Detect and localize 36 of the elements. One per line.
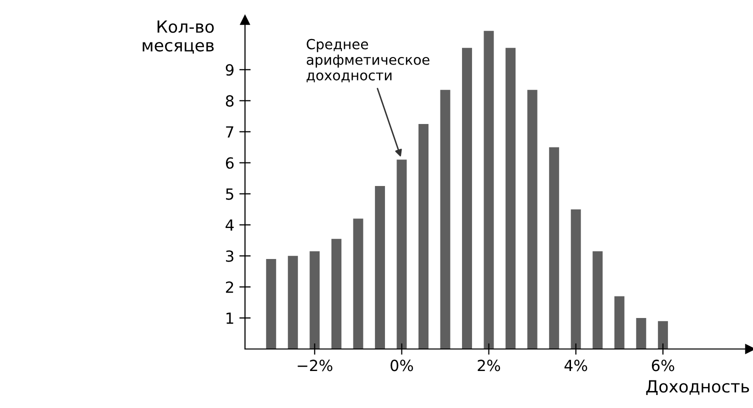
bar bbox=[266, 258, 276, 349]
bar bbox=[658, 321, 668, 349]
bar bbox=[288, 256, 298, 349]
y-tick-label: 9 bbox=[226, 64, 234, 76]
x-tick-label: 4% bbox=[564, 360, 588, 372]
bar bbox=[353, 218, 364, 349]
bar bbox=[570, 209, 581, 349]
bar bbox=[527, 90, 538, 349]
x-tick-label: 0% bbox=[390, 360, 413, 372]
y-axis-title: Кол-во месяцев bbox=[142, 20, 214, 54]
bar bbox=[396, 160, 407, 349]
bar bbox=[484, 30, 494, 349]
bar bbox=[592, 251, 603, 349]
y-tick-label: 3 bbox=[226, 250, 234, 262]
x-tick-label: −2% bbox=[298, 360, 332, 372]
bar bbox=[374, 186, 385, 349]
bar bbox=[549, 147, 560, 349]
x-tick-label: 6% bbox=[652, 360, 674, 372]
bar bbox=[418, 124, 428, 349]
bar bbox=[440, 90, 450, 349]
y-tick-label: 6 bbox=[226, 157, 234, 169]
bar bbox=[506, 48, 516, 349]
y-tick-label: 7 bbox=[226, 126, 234, 138]
y-tick-label: 2 bbox=[226, 281, 234, 293]
y-tick-label: 8 bbox=[226, 95, 234, 107]
bar bbox=[614, 296, 624, 349]
y-tick-label: 1 bbox=[226, 312, 234, 324]
y-tick-label: 5 bbox=[226, 188, 234, 200]
x-tick-label: 2% bbox=[478, 360, 500, 372]
y-tick-label: 4 bbox=[226, 220, 234, 231]
bar bbox=[310, 251, 320, 349]
x-axis-title: Доходность bbox=[646, 380, 750, 396]
annotation: Среднее арифметическое доходности bbox=[306, 38, 430, 82]
bar bbox=[462, 48, 472, 349]
bar bbox=[636, 318, 646, 349]
bar bbox=[331, 238, 342, 349]
